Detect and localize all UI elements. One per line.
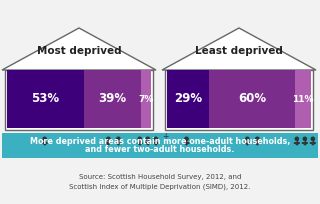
Polygon shape — [2, 28, 156, 70]
Circle shape — [255, 136, 260, 141]
Circle shape — [106, 136, 111, 141]
Text: 11%: 11% — [292, 94, 314, 103]
Text: 39%: 39% — [98, 92, 126, 105]
Circle shape — [184, 136, 189, 141]
Circle shape — [310, 136, 315, 141]
Circle shape — [245, 136, 250, 141]
Circle shape — [116, 136, 121, 141]
Bar — [167, 70, 209, 128]
Circle shape — [302, 136, 307, 141]
Bar — [84, 70, 141, 128]
Text: 7%: 7% — [138, 94, 154, 103]
Text: +: + — [319, 132, 320, 141]
Polygon shape — [162, 28, 316, 70]
Bar — [295, 70, 311, 128]
Bar — [2, 133, 318, 158]
Text: 53%: 53% — [31, 92, 60, 105]
Text: 29%: 29% — [174, 92, 202, 105]
Text: 60%: 60% — [238, 92, 266, 105]
Bar — [5, 70, 153, 130]
Text: Most deprived: Most deprived — [37, 46, 121, 56]
Circle shape — [137, 136, 142, 141]
Bar — [165, 70, 313, 130]
Circle shape — [42, 136, 47, 141]
Text: Source: Scottish Household Survey, 2012, and
Scottish Index of Multiple Deprivat: Source: Scottish Household Survey, 2012,… — [69, 174, 251, 190]
Text: More deprived areas contain more one-adult households,: More deprived areas contain more one-adu… — [30, 137, 290, 146]
Text: Least deprived: Least deprived — [195, 46, 283, 56]
Text: +: + — [162, 132, 168, 141]
Bar — [141, 70, 151, 128]
Bar — [7, 70, 84, 128]
Bar — [209, 70, 295, 128]
Circle shape — [294, 136, 299, 141]
Circle shape — [145, 136, 150, 141]
Text: and fewer two-adult households.: and fewer two-adult households. — [85, 145, 235, 154]
Circle shape — [153, 136, 158, 141]
